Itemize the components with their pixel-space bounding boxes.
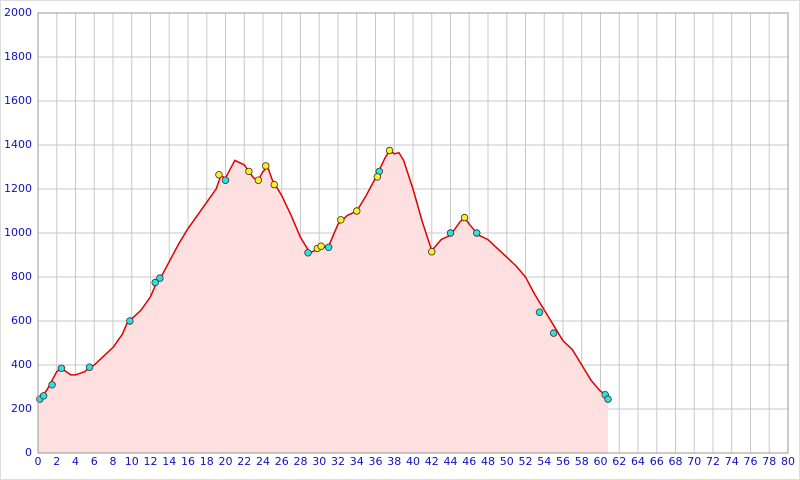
marker [373, 173, 382, 181]
marker [245, 167, 253, 176]
marker [57, 364, 66, 372]
x-tick-label: 4 [72, 455, 79, 468]
x-tick-label: 18 [200, 455, 214, 468]
x-tick-label: 40 [406, 455, 420, 468]
marker [304, 249, 312, 257]
x-tick-label: 20 [219, 455, 233, 468]
x-tick-label: 60 [594, 455, 608, 468]
x-tick-label: 76 [744, 455, 758, 468]
x-tick-label: 14 [162, 455, 176, 468]
marker [385, 146, 394, 155]
marker [549, 329, 558, 337]
x-tick-label: 78 [762, 455, 776, 468]
y-tick-label: 1000 [4, 226, 32, 239]
x-tick-label: 58 [575, 455, 589, 468]
x-tick-label: 72 [706, 455, 720, 468]
x-tick-label: 48 [481, 455, 495, 468]
marker [262, 162, 270, 170]
x-tick-label: 62 [612, 455, 626, 468]
x-tick-label: 8 [110, 455, 117, 468]
x-tick-label: 46 [462, 455, 476, 468]
marker [85, 363, 94, 371]
marker [221, 176, 230, 184]
marker [337, 216, 345, 224]
marker [126, 317, 134, 325]
x-tick-label: 36 [369, 455, 383, 468]
marker [39, 392, 48, 400]
y-tick-label: 1600 [4, 94, 32, 107]
marker [48, 381, 56, 389]
x-tick-label: 50 [500, 455, 514, 468]
marker [317, 242, 325, 250]
x-tick-label: 28 [294, 455, 308, 468]
marker [353, 207, 361, 215]
marker [535, 308, 544, 316]
x-tick-label: 80 [781, 455, 795, 468]
x-tick-label: 74 [725, 455, 739, 468]
marker [254, 176, 263, 184]
x-tick-label: 32 [331, 455, 345, 468]
y-tick-label: 200 [11, 402, 32, 415]
marker [215, 170, 223, 179]
x-tick-label: 10 [125, 455, 139, 468]
y-tick-label: 2000 [4, 6, 32, 19]
y-tick-label: 1400 [4, 138, 32, 151]
line [37, 149, 609, 401]
marker [324, 243, 333, 251]
x-tick-label: 6 [91, 455, 98, 468]
x-tick-label: 38 [387, 455, 401, 468]
x-tick-label: 24 [256, 455, 270, 468]
x-tick-label: 12 [144, 455, 158, 468]
x-tick-label: 54 [537, 455, 551, 468]
x-tick-label: 2 [53, 455, 60, 468]
x-tick-label: 16 [181, 455, 195, 468]
x-tick-label: 0 [35, 455, 42, 468]
y-tick-label: 0 [25, 446, 32, 459]
y-tick-label: 1800 [4, 50, 32, 63]
x-tick-label: 70 [687, 455, 701, 468]
marker [604, 395, 612, 403]
marker [473, 229, 481, 237]
x-tick-label: 22 [237, 455, 251, 468]
marker [428, 247, 436, 256]
marker [270, 180, 278, 189]
y-tick-label: 1200 [4, 182, 32, 195]
x-tick-label: 30 [312, 455, 326, 468]
x-tick-label: 44 [444, 455, 458, 468]
marker [151, 278, 159, 287]
plot-border [37, 12, 789, 454]
x-tick-label: 66 [650, 455, 664, 468]
x-tick-label: 56 [556, 455, 570, 468]
x-tick-label: 34 [350, 455, 364, 468]
y-tick-label: 600 [11, 314, 32, 327]
x-tick-label: 26 [275, 455, 289, 468]
y-tick-label: 400 [11, 358, 32, 371]
y-tick-label: 800 [11, 270, 32, 283]
x-tick-label: 64 [631, 455, 645, 468]
x-tick-label: 52 [519, 455, 533, 468]
x-tick-label: 42 [425, 455, 439, 468]
area [38, 150, 608, 453]
marker [460, 213, 469, 222]
marker [446, 229, 455, 237]
marker [156, 274, 164, 282]
x-tick-label: 68 [669, 455, 683, 468]
